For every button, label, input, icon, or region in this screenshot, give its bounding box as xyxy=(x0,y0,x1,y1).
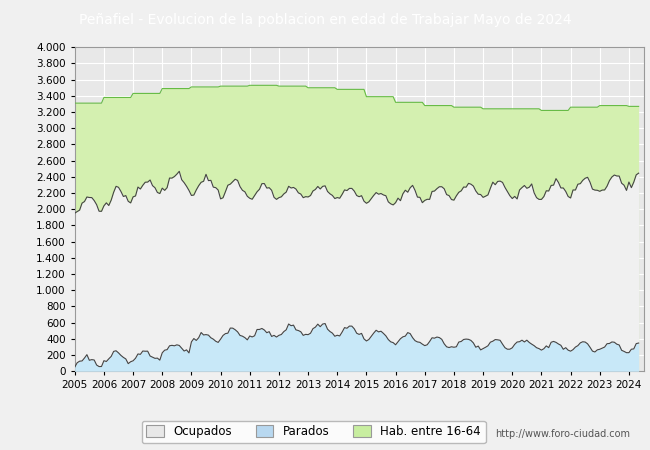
Text: Peñafiel - Evolucion de la poblacion en edad de Trabajar Mayo de 2024: Peñafiel - Evolucion de la poblacion en … xyxy=(79,13,571,27)
Text: http://www.foro-ciudad.com: http://www.foro-ciudad.com xyxy=(495,429,630,439)
Legend: Ocupados, Parados, Hab. entre 16-64: Ocupados, Parados, Hab. entre 16-64 xyxy=(142,421,486,443)
